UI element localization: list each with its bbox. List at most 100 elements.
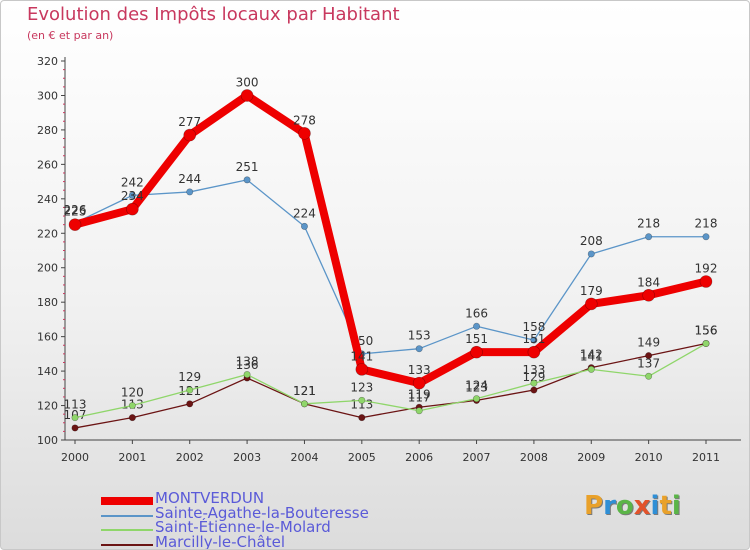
data-label-marcilly-le-ch-tel: 142	[580, 348, 603, 362]
legend-swatch	[101, 543, 153, 546]
data-point-sainte-agathe-la-bouteresse	[587, 250, 595, 258]
data-label-montverdun: 277	[178, 115, 201, 129]
data-point-saint-tienne-le-molard	[128, 402, 136, 410]
data-point-saint-tienne-le-molard	[71, 414, 79, 422]
y-tick-label: 160	[37, 331, 58, 344]
x-tick-label: 2009	[577, 451, 605, 464]
data-point-sainte-agathe-la-bouteresse	[702, 233, 710, 241]
data-point-montverdun	[355, 363, 369, 376]
data-label-marcilly-le-ch-tel: 129	[522, 370, 545, 384]
data-label-sainte-agathe-la-bouteresse: 242	[121, 175, 144, 189]
series-line-sainte-agathe-la-bouteresse	[74, 179, 707, 355]
logo-letter: P	[584, 491, 604, 521]
data-point-montverdun	[470, 345, 483, 359]
legend-label: Marcilly-le-Châtel	[155, 532, 286, 550]
data-label-saint-tienne-le-molard: 138	[236, 355, 259, 369]
data-label-saint-tienne-le-molard: 156	[695, 324, 718, 338]
data-point-montverdun	[183, 128, 197, 142]
x-tick-label: 2002	[176, 451, 204, 464]
x-tick-label: 2003	[233, 451, 261, 464]
y-tick-label: 300	[37, 89, 58, 102]
data-point-sainte-agathe-la-bouteresse	[128, 191, 136, 199]
data-point-marcilly-le-ch-tel	[128, 414, 136, 422]
data-label-sainte-agathe-la-bouteresse: 218	[637, 217, 660, 231]
data-point-montverdun	[68, 218, 82, 231]
data-point-montverdun	[412, 376, 426, 390]
logo-letter: i	[650, 491, 660, 521]
y-tick-label: 260	[37, 158, 58, 171]
data-label-saint-tienne-le-molard: 124	[465, 379, 488, 393]
data-label-sainte-agathe-la-bouteresse: 224	[293, 206, 316, 220]
x-tick-label: 2011	[692, 451, 720, 464]
data-point-montverdun	[642, 288, 655, 302]
data-label-marcilly-le-ch-tel: 123	[465, 380, 488, 394]
data-label-saint-tienne-le-molard: 121	[293, 384, 316, 398]
x-tick-label: 2007	[463, 451, 491, 464]
chart-title: Evolution des Impôts locaux par Habitant	[27, 4, 400, 25]
data-point-saint-tienne-le-molard	[530, 379, 538, 387]
data-label-montverdun: 151	[522, 332, 545, 346]
data-label-sainte-agathe-la-bouteresse: 153	[408, 329, 431, 343]
y-tick-label: 100	[37, 434, 58, 447]
data-label-montverdun: 225	[64, 205, 87, 219]
data-label-montverdun: 179	[580, 284, 603, 298]
y-tick-label: 120	[37, 400, 58, 413]
data-label-saint-tienne-le-molard: 133	[522, 363, 545, 377]
x-tick-label: 2001	[118, 451, 146, 464]
x-tick-label: 2000	[61, 451, 89, 464]
data-point-montverdun	[699, 275, 713, 288]
data-point-saint-tienne-le-molard	[645, 372, 653, 380]
legend-swatch	[101, 514, 153, 517]
data-label-marcilly-le-ch-tel: 149	[637, 336, 660, 350]
data-label-saint-tienne-le-molard: 123	[350, 380, 373, 394]
data-point-marcilly-le-ch-tel	[645, 352, 653, 360]
data-label-saint-tienne-le-molard: 117	[408, 391, 431, 405]
logo-letter: x	[633, 491, 651, 521]
data-point-marcilly-le-ch-tel	[530, 386, 538, 394]
data-label-sainte-agathe-la-bouteresse: 218	[695, 217, 718, 231]
x-tick-label: 2008	[520, 451, 548, 464]
legend-label: MONTVERDUN	[155, 489, 265, 507]
series-line-saint-tienne-le-molard	[74, 342, 707, 419]
data-label-montverdun: 300	[236, 75, 259, 89]
data-point-montverdun	[584, 297, 598, 311]
data-point-sainte-agathe-la-bouteresse	[186, 188, 194, 196]
data-point-marcilly-le-ch-tel	[186, 400, 194, 408]
data-label-marcilly-le-ch-tel: 156	[695, 324, 718, 338]
data-label-sainte-agathe-la-bouteresse: 166	[465, 306, 488, 320]
y-tick-label: 220	[37, 227, 58, 240]
data-label-montverdun: 151	[465, 332, 488, 346]
legend-swatch	[101, 497, 153, 505]
legend-swatch	[101, 529, 153, 531]
data-point-saint-tienne-le-molard	[415, 407, 423, 415]
data-label-sainte-agathe-la-bouteresse: 208	[580, 234, 603, 248]
y-tick-label: 200	[37, 262, 58, 275]
y-tick-label: 140	[37, 365, 58, 378]
data-label-saint-tienne-le-molard: 137	[637, 356, 660, 370]
data-label-sainte-agathe-la-bouteresse: 251	[236, 160, 259, 174]
data-label-marcilly-le-ch-tel: 119	[408, 387, 431, 401]
data-point-marcilly-le-ch-tel	[358, 414, 366, 422]
data-label-marcilly-le-ch-tel: 136	[236, 358, 259, 372]
proxiti-logo: Proxiti	[584, 491, 681, 521]
data-point-saint-tienne-le-molard	[587, 365, 595, 373]
data-point-saint-tienne-le-molard	[186, 386, 194, 394]
logo-letter: t	[659, 491, 672, 521]
logo-letter: r	[603, 491, 616, 521]
logo-letter: i	[671, 491, 681, 521]
y-tick-label: 320	[37, 55, 58, 68]
data-label-montverdun: 234	[121, 189, 144, 203]
legend-label: Sainte-Agathe-la-Bouteresse	[155, 503, 369, 522]
data-label-saint-tienne-le-molard: 141	[580, 349, 603, 363]
data-label-montverdun: 278	[293, 113, 316, 127]
data-point-montverdun	[126, 202, 139, 216]
data-label-montverdun: 184	[637, 275, 660, 289]
data-label-saint-tienne-le-molard: 120	[121, 386, 144, 400]
data-point-montverdun	[298, 127, 311, 140]
data-point-sainte-agathe-la-bouteresse	[243, 176, 251, 184]
data-point-sainte-agathe-la-bouteresse	[530, 336, 538, 344]
data-point-sainte-agathe-la-bouteresse	[415, 345, 423, 353]
data-point-saint-tienne-le-molard	[243, 371, 251, 379]
y-tick-label: 240	[37, 193, 58, 206]
